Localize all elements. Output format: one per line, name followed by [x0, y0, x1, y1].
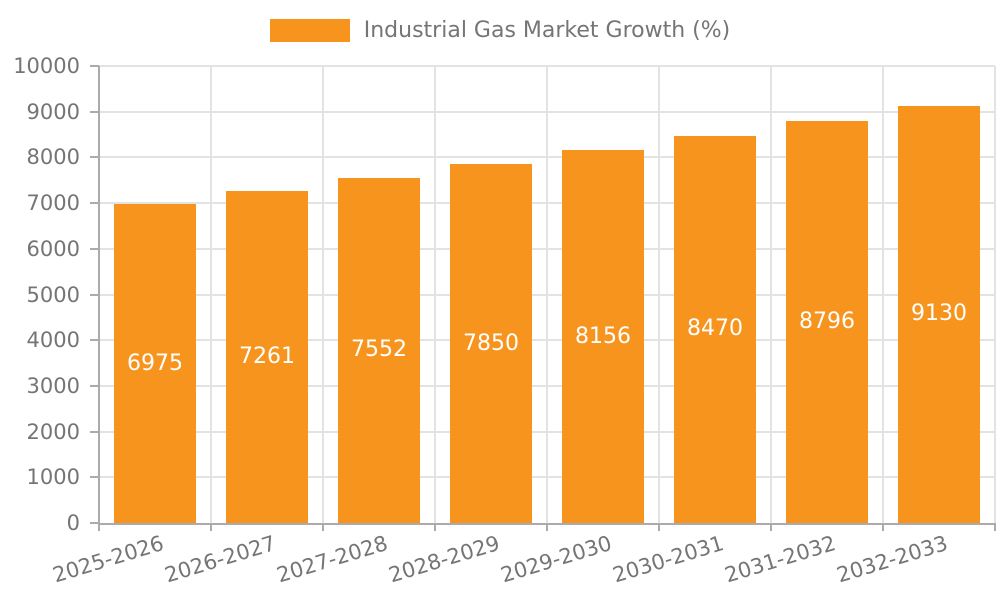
x-axis-tick: [210, 523, 212, 531]
y-axis-tick-label: 0: [66, 511, 80, 535]
bar-value-label: 8470: [687, 316, 743, 342]
v-gridline: [994, 66, 996, 523]
x-axis-tick: [546, 523, 548, 531]
bar-value-label: 7261: [239, 344, 295, 370]
y-axis-tick: [90, 202, 99, 205]
x-axis-label: 2032-2033: [833, 531, 951, 588]
y-axis-tick-label: 4000: [26, 328, 80, 353]
y-axis-tick: [90, 293, 99, 296]
legend-series-label: Industrial Gas Market Growth (%): [363, 18, 731, 43]
x-axis-label: 2031-2032: [721, 531, 839, 588]
bar-value-label: 8796: [799, 309, 855, 334]
bar[interactable]: 6975: [114, 204, 196, 523]
y-axis-tick-label: 7000: [26, 191, 80, 216]
y-axis-tick: [90, 247, 99, 250]
x-axis-tick: [434, 523, 436, 531]
bar[interactable]: 7850: [450, 164, 532, 523]
x-axis-label: 2025-2026: [49, 531, 167, 588]
bar[interactable]: 9130: [898, 105, 980, 523]
x-axis-label: 2030-2031: [609, 531, 727, 588]
bar[interactable]: 8470: [674, 135, 756, 523]
v-gridline: [658, 66, 660, 523]
x-axis-label: 2026-2027: [161, 531, 279, 588]
bar[interactable]: 8796: [786, 121, 868, 523]
x-axis-tick: [658, 523, 660, 531]
x-axis-tick: [98, 523, 100, 531]
bar[interactable]: 7261: [226, 191, 308, 523]
v-gridline: [322, 66, 324, 523]
bar[interactable]: 7552: [338, 177, 420, 523]
y-axis-tick-label: 5000: [26, 282, 80, 307]
bar-value-label: 9130: [911, 301, 967, 327]
y-axis-tick-label: 2000: [26, 419, 80, 444]
bar-value-label: 8156: [575, 323, 631, 349]
y-axis-tick-label: 9000: [26, 99, 80, 124]
v-gridline: [546, 66, 548, 523]
y-axis-tick-label: 8000: [26, 145, 80, 170]
x-axis-tick: [994, 523, 996, 531]
y-axis-line: [98, 66, 100, 525]
v-gridline: [770, 66, 772, 523]
y-axis-tick: [90, 522, 99, 524]
x-axis-tick: [770, 523, 772, 531]
x-axis-label: 2027-2028: [273, 531, 391, 588]
y-axis-tick: [90, 430, 99, 433]
y-axis-tick-label: 10000: [13, 54, 80, 78]
v-gridline: [210, 66, 212, 523]
y-axis-tick: [90, 339, 99, 342]
y-axis-tick-label: 3000: [26, 373, 80, 398]
x-axis-label: 2028-2029: [385, 531, 503, 588]
v-gridline: [434, 66, 436, 523]
y-axis-tick: [90, 65, 99, 67]
bar[interactable]: 8156: [562, 150, 644, 523]
x-axis-tick: [882, 523, 884, 531]
x-axis-label: 2029-2030: [497, 531, 615, 588]
y-axis-tick-label: 1000: [26, 465, 80, 490]
legend-swatch: [269, 19, 350, 42]
y-axis-tick-label: 6000: [26, 236, 80, 261]
y-axis-tick: [90, 156, 99, 159]
y-axis-tick: [90, 476, 99, 479]
y-axis-tick: [90, 110, 99, 113]
x-axis-tick: [322, 523, 324, 531]
v-gridline: [882, 66, 884, 523]
legend[interactable]: Industrial Gas Market Growth (%): [0, 18, 1000, 43]
bar-value-label: 6975: [127, 350, 183, 376]
bar-value-label: 7850: [463, 330, 519, 356]
bar-value-label: 7552: [351, 337, 407, 363]
y-axis-tick: [90, 384, 99, 387]
x-axis-line: [98, 523, 996, 525]
